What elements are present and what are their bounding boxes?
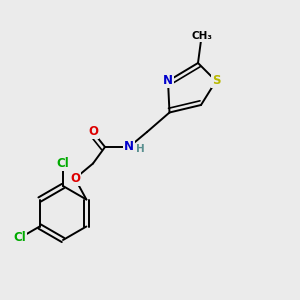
Text: S: S: [212, 74, 220, 88]
Text: Cl: Cl: [14, 231, 26, 244]
Text: H: H: [136, 143, 145, 154]
Text: N: N: [163, 74, 173, 88]
Text: N: N: [124, 140, 134, 154]
Text: CH₃: CH₃: [191, 31, 212, 41]
Text: O: O: [88, 125, 98, 139]
Text: Cl: Cl: [57, 157, 69, 170]
Text: O: O: [70, 172, 80, 185]
